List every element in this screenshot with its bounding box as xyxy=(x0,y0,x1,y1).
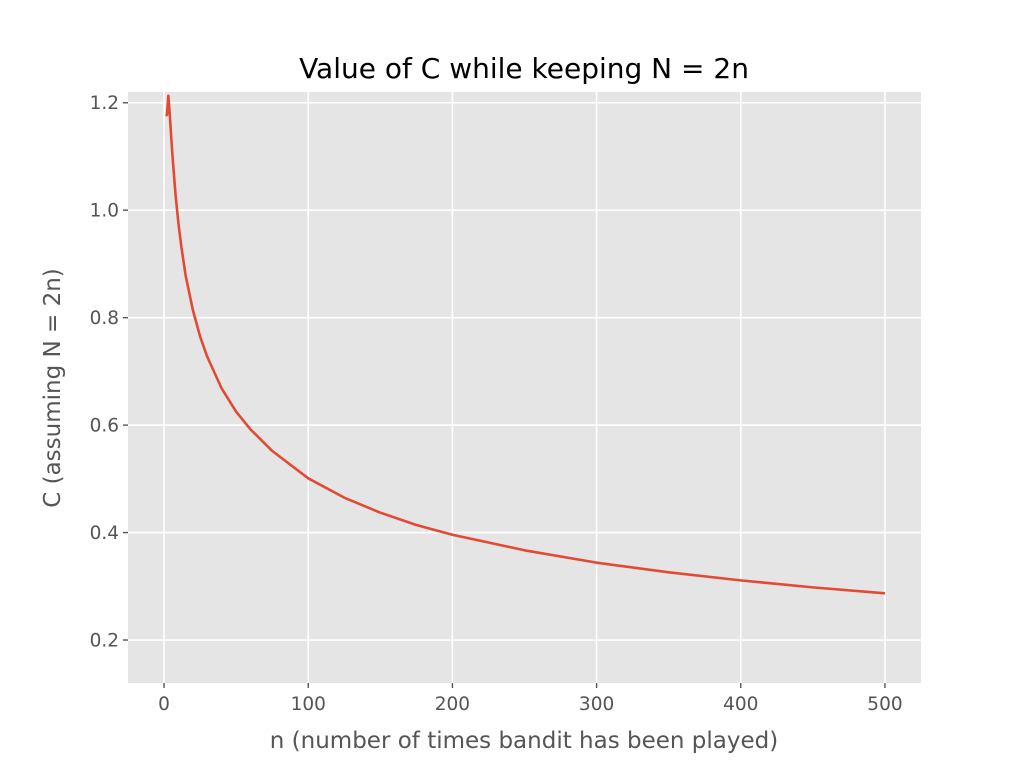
y-tick-label: 0.2 xyxy=(90,631,119,652)
x-axis-label: n (number of times bandit has been playe… xyxy=(270,728,778,754)
x-tick-label: 0 xyxy=(158,694,170,715)
chart-title: Value of C while keeping N = 2n xyxy=(299,52,749,85)
y-tick-label: 1.2 xyxy=(90,93,119,114)
x-tick-label: 500 xyxy=(867,694,902,715)
y-tick-label: 0.8 xyxy=(90,308,119,329)
series-group xyxy=(165,94,886,595)
grid xyxy=(128,92,921,683)
ticks: 0 100 200 300 400 500 0.2 0.4 0.6 0.8 1.0 1.2 xyxy=(90,93,903,715)
x-tick-label: 400 xyxy=(723,694,758,715)
y-tick-label: 0.6 xyxy=(90,416,119,437)
x-tick-label: 100 xyxy=(291,694,326,715)
y-axis-label: C (assuming N = 2n) xyxy=(40,268,66,508)
series-line xyxy=(165,94,886,595)
x-tick-label: 200 xyxy=(435,694,470,715)
y-tick-label: 0.4 xyxy=(90,523,119,544)
plot-area xyxy=(128,92,921,683)
y-tick-label: 1.0 xyxy=(90,201,119,222)
x-tick-label: 300 xyxy=(579,694,614,715)
